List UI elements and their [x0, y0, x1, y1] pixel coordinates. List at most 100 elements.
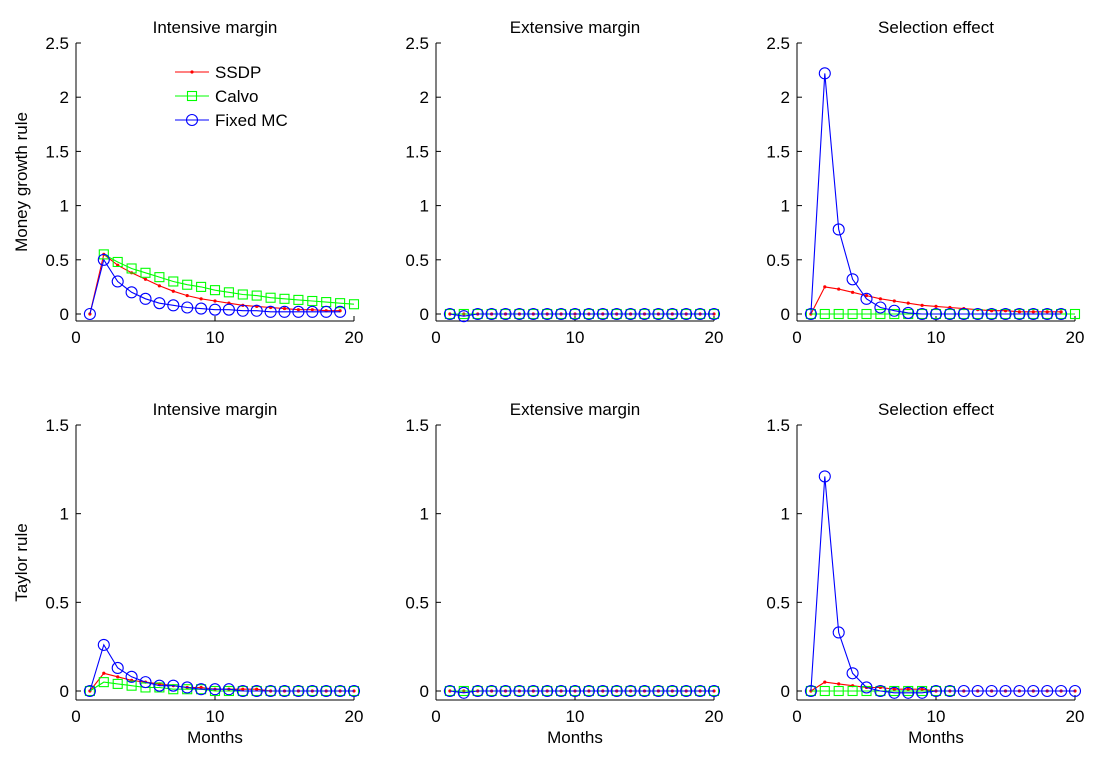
- data-point: [222, 683, 235, 696]
- y-tick-label: 2.5: [766, 34, 790, 53]
- data-point: [610, 684, 623, 698]
- data-point: [154, 272, 165, 283]
- data-point: [596, 307, 609, 321]
- y-tick-label: 2: [781, 88, 790, 107]
- data-point: [264, 305, 277, 318]
- data-point: [902, 686, 915, 699]
- chart-title: Selection effect: [878, 400, 994, 419]
- y-axis-label: Taylor rule: [12, 523, 31, 601]
- data-point: [223, 287, 234, 298]
- y-tick-label: 0.5: [405, 251, 429, 270]
- data-point: [1031, 310, 1035, 314]
- x-tick-label: 10: [206, 328, 225, 347]
- chart-panel-6: Selection effect 0 0.5 1 1.5 0 10 20 Months: [766, 400, 1084, 747]
- data-point: [694, 684, 707, 698]
- chart-panel-3: Selection effect 0 0.5 1 1.5 2 2.5 0 10 20: [766, 18, 1084, 347]
- chart-panel-1: Intensive margin 0 0.5 1 1.5 2 2.5 0 10 20 Money g…: [12, 18, 363, 347]
- chart-panel-5: Extensive margin 0 0.5 1 1.5 0 10 20 Months: [405, 400, 723, 747]
- data-point: [195, 302, 208, 315]
- y-tick-label: 1: [420, 197, 429, 216]
- y-tick-label: 2: [60, 88, 69, 107]
- data-point: [185, 293, 189, 298]
- data-point: [943, 684, 956, 698]
- data-point: [652, 307, 665, 321]
- data-point: [596, 684, 609, 698]
- data-point: [680, 307, 693, 321]
- y-tick-label: 1.5: [766, 416, 790, 435]
- data-point: [1041, 307, 1054, 321]
- y-tick-label: 0.5: [405, 593, 429, 612]
- data-point: [846, 273, 859, 286]
- data-point: [943, 307, 956, 321]
- data-point: [292, 305, 305, 318]
- legend-label-ssdp: SSDP: [215, 63, 261, 82]
- data-point: [182, 684, 193, 695]
- data-point: [282, 306, 287, 311]
- series-line-fixed-mc: [810, 73, 1062, 315]
- data-point: [143, 277, 148, 281]
- data-point: [471, 684, 484, 698]
- x-tick-label: 20: [705, 328, 724, 347]
- chart-title: Intensive margin: [153, 18, 278, 37]
- x-tick-label: 0: [71, 328, 80, 347]
- data-point: [906, 687, 910, 691]
- data-point: [1055, 307, 1068, 321]
- data-point: [182, 279, 193, 290]
- data-point: [804, 684, 817, 698]
- y-tick-label: 0: [781, 682, 790, 701]
- data-point: [320, 305, 333, 318]
- data-point: [1068, 684, 1082, 698]
- legend-label-calvo: Calvo: [215, 87, 258, 106]
- series-line-fixed-mc: [449, 690, 714, 694]
- data-point: [208, 303, 222, 316]
- data-point: [126, 680, 137, 691]
- data-point: [819, 308, 830, 320]
- data-point: [222, 303, 235, 316]
- data-point: [1017, 310, 1022, 314]
- data-point: [999, 684, 1012, 698]
- data-point: [920, 303, 924, 307]
- data-point: [293, 294, 304, 305]
- data-point: [264, 684, 277, 698]
- x-tick-label: 10: [927, 328, 946, 347]
- data-point: [847, 308, 858, 320]
- data-point: [638, 684, 651, 698]
- x-axis-label: Months: [187, 728, 243, 747]
- data-point: [934, 304, 938, 309]
- series-line-fixed-mc: [449, 313, 714, 317]
- data-point: [265, 292, 276, 303]
- data-point: [171, 289, 175, 293]
- y-tick-label: 0.5: [45, 593, 69, 612]
- data-point: [111, 661, 124, 674]
- data-point: [582, 684, 595, 698]
- y-tick-label: 1: [60, 505, 69, 524]
- data-point: [306, 684, 319, 698]
- y-tick-label: 0: [420, 682, 429, 701]
- data-point: [929, 684, 943, 698]
- series-calvo: [98, 249, 360, 310]
- x-axis-label: Months: [547, 728, 603, 747]
- data-point: [199, 685, 203, 690]
- data-point: [917, 685, 928, 697]
- data-point: [513, 684, 526, 698]
- data-point: [111, 275, 124, 288]
- chart-panel-4: Intensive margin 0 0.5 1 1.5 0 10 20 Months Taylo…: [12, 400, 363, 747]
- data-point: [255, 687, 259, 691]
- legend-marker: [186, 90, 198, 102]
- data-point: [499, 684, 512, 698]
- series-fixed-mc: [804, 470, 1082, 699]
- y-tick-label: 1.5: [405, 142, 429, 161]
- data-point: [638, 307, 651, 321]
- x-tick-label: 10: [206, 707, 225, 726]
- data-point: [666, 684, 679, 698]
- data-point: [157, 284, 161, 288]
- data-point: [903, 685, 914, 697]
- data-point: [860, 292, 873, 305]
- data-point: [851, 290, 855, 294]
- data-point: [652, 684, 665, 698]
- data-point: [310, 308, 314, 312]
- data-point: [999, 307, 1012, 321]
- data-point: [568, 307, 582, 321]
- x-tick-label: 10: [566, 328, 585, 347]
- data-point: [1013, 684, 1026, 698]
